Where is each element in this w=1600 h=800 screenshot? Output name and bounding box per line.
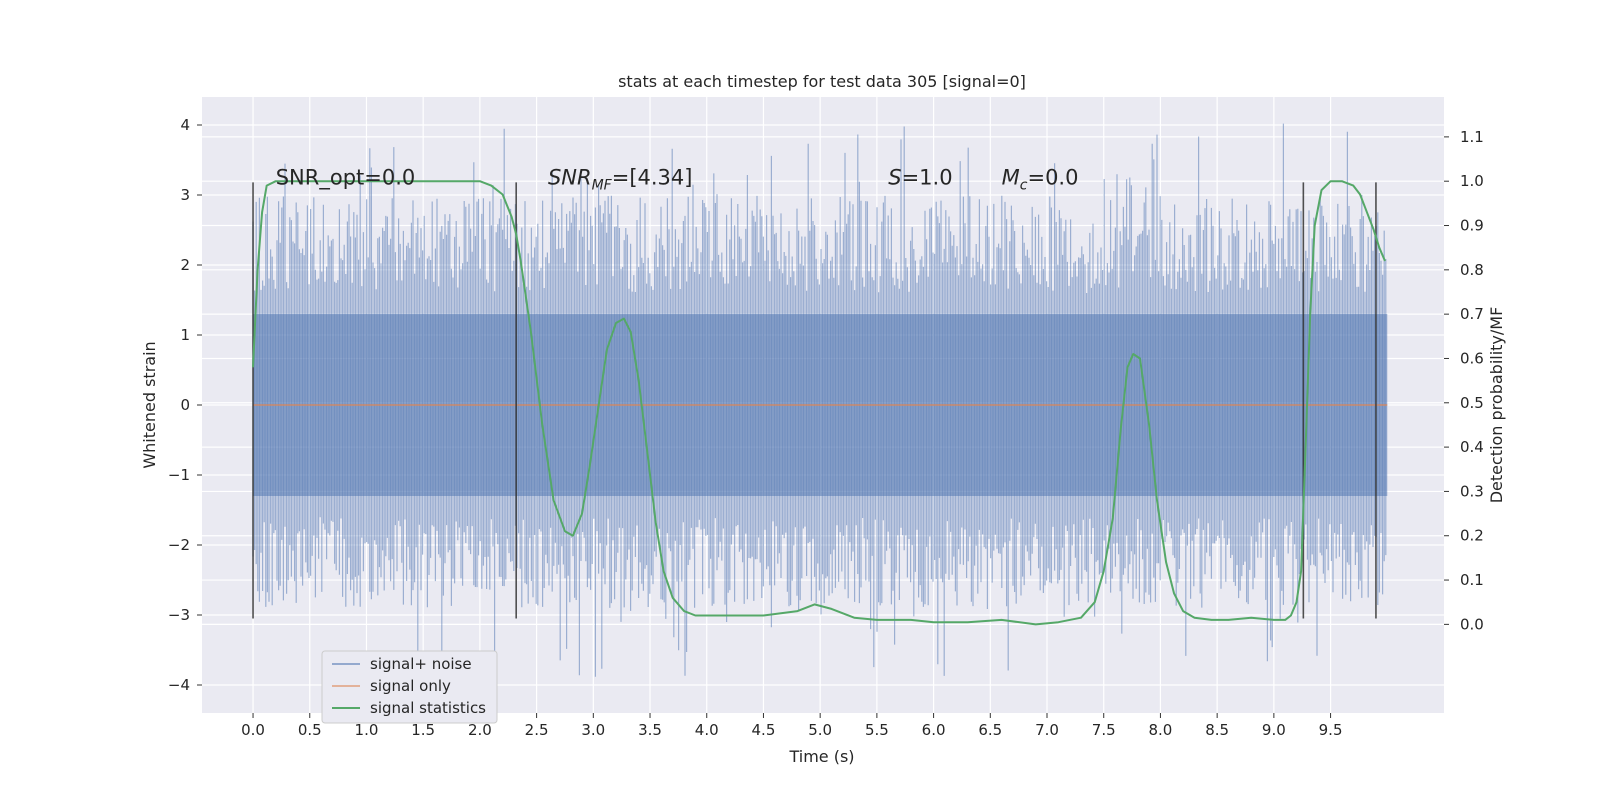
x-tick-14: 7.0 — [1035, 721, 1059, 739]
x-tick-5: 2.5 — [525, 721, 549, 739]
x-tick-11: 5.5 — [865, 721, 889, 739]
y2-tick-3: 0.3 — [1460, 482, 1484, 500]
x-axis-label: Time (s) — [788, 747, 854, 766]
y2-tick-6: 0.6 — [1460, 349, 1484, 367]
x-tick-6: 3.0 — [581, 721, 605, 739]
x-tick-4: 2.0 — [468, 721, 492, 739]
x-tick-13: 6.5 — [978, 721, 1002, 739]
y-tick-6: 2 — [180, 256, 190, 274]
x-tick-17: 8.5 — [1205, 721, 1229, 739]
y2-tick-4: 0.4 — [1460, 438, 1484, 456]
legend-label-signal-statistics: signal statistics — [370, 699, 486, 717]
y2-tick-5: 0.5 — [1460, 394, 1484, 412]
chart-title: stats at each timestep for test data 305… — [618, 72, 1026, 91]
y-axis-left-ticks: −4 −3 −2 −1 0 1 2 3 4 — [168, 116, 202, 694]
y-axis-right-label: Detection probability/MF — [1487, 307, 1506, 504]
x-tick-0: 0.0 — [241, 721, 265, 739]
y2-tick-10: 1.0 — [1460, 172, 1484, 190]
y-tick-5: 1 — [180, 326, 190, 344]
x-tick-15: 7.5 — [1092, 721, 1116, 739]
x-tick-9: 4.5 — [752, 721, 776, 739]
y-tick-7: 3 — [180, 186, 190, 204]
y2-tick-11: 1.1 — [1460, 128, 1484, 146]
y-tick-1: −3 — [168, 606, 190, 624]
y2-tick-8: 0.8 — [1460, 261, 1484, 279]
y-tick-3: −1 — [168, 466, 190, 484]
signal-statistics-trace — [252, 180, 1386, 626]
legend-box — [321, 650, 498, 724]
y2-tick-0: 0.0 — [1460, 615, 1484, 633]
x-tick-19: 9.5 — [1319, 721, 1343, 739]
x-tick-7: 3.5 — [638, 721, 662, 739]
y-tick-8: 4 — [180, 116, 190, 134]
x-tick-1: 0.5 — [298, 721, 322, 739]
x-tick-12: 6.0 — [922, 721, 946, 739]
annotation-0: SNR_opt=0.0 — [276, 166, 416, 191]
legend: signal+ noise signal only signal statist… — [321, 650, 498, 724]
x-tick-2: 1.0 — [355, 721, 379, 739]
y2-tick-7: 0.7 — [1460, 305, 1484, 323]
x-tick-3: 1.5 — [411, 721, 435, 739]
legend-label-signal-plus-noise: signal+ noise — [370, 655, 472, 673]
annotation-2: S=1.0 — [888, 166, 952, 190]
y2-tick-9: 0.9 — [1460, 217, 1484, 235]
y2-tick-1: 0.1 — [1460, 571, 1484, 589]
x-axis-ticks: 0.0 0.5 1.0 1.5 2.0 2.5 3.0 3.5 4.0 4.5 5.0 5.5 6.0 6… — [241, 713, 1343, 739]
x-tick-8: 4.0 — [695, 721, 719, 739]
y2-tick-2: 0.2 — [1460, 527, 1484, 545]
signal-statistics-line — [252, 180, 1386, 626]
y-axis-right-ticks: 0.0 0.1 0.2 0.3 0.4 0.5 0.6 0.7 0.8 0.9 1.0 1.1 — [1444, 128, 1484, 633]
y-tick-0: −4 — [168, 676, 190, 694]
x-tick-10: 5.0 — [808, 721, 832, 739]
y-tick-4: 0 — [180, 396, 190, 414]
annotation-3: Mc=0.0 — [1002, 166, 1079, 194]
x-tick-18: 9.0 — [1262, 721, 1286, 739]
y-tick-2: −2 — [168, 536, 190, 554]
annotations: SNR_opt=0.0 SNRMF=[4.34] S=1.0 Mc=0.0 — [276, 166, 1079, 194]
annotation-1: SNRMF=[4.34] — [548, 166, 693, 194]
legend-label-signal-only: signal only — [370, 677, 451, 695]
x-tick-16: 8.0 — [1149, 721, 1173, 739]
y-axis-left-label: Whitened strain — [140, 341, 159, 468]
vertical-markers — [252, 182, 1377, 619]
